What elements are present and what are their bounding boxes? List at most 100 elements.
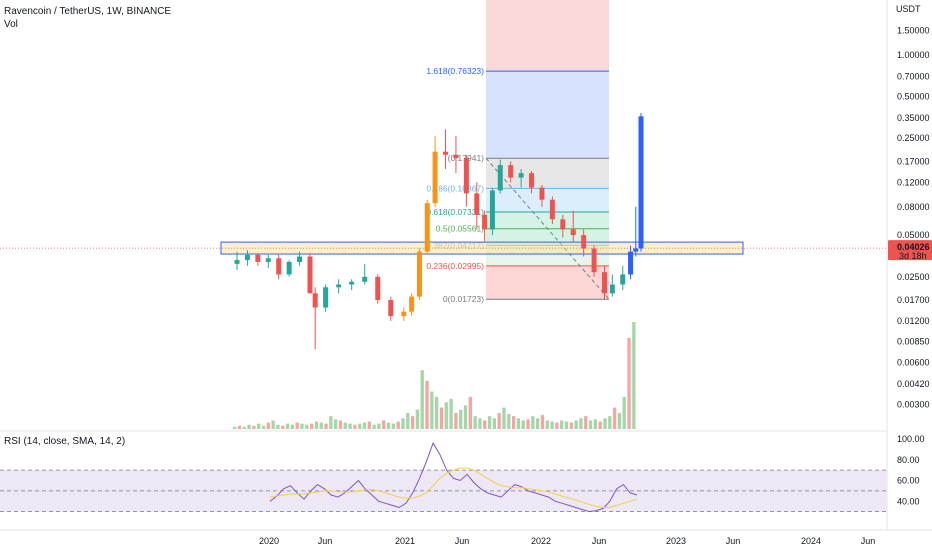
candle-body: [255, 254, 261, 262]
candle-body: [539, 187, 545, 200]
volume-bar: [588, 420, 593, 429]
price-axis-tick: 0.35000: [897, 113, 930, 123]
candle-body: [609, 284, 615, 294]
volume-bar: [468, 396, 472, 429]
price-axis-tick: 0.25000: [897, 133, 930, 143]
candle-body: [474, 193, 480, 215]
volume-bar: [603, 418, 607, 429]
volume-bar: [367, 421, 371, 429]
volume-bar: [612, 407, 617, 429]
volume-bar: [377, 423, 381, 429]
rsi-axis-tick: 100.00: [897, 434, 925, 444]
price-axis-tick: 1.50000: [897, 25, 930, 35]
candle-body: [388, 300, 394, 317]
volume-bar: [593, 419, 598, 429]
volume-bar: [425, 380, 429, 429]
candle-body: [234, 260, 240, 264]
volume-bar: [507, 414, 511, 429]
volume-bar: [410, 416, 415, 429]
volume-bar: [531, 416, 535, 429]
volume-bar: [459, 409, 463, 429]
candle-body: [409, 296, 415, 312]
price-axis-tick: 0.05000: [897, 230, 930, 240]
volume-bar: [574, 420, 578, 429]
time-axis-tick: 2021: [395, 536, 415, 546]
volume-bar: [290, 424, 295, 429]
volume-bar: [449, 399, 453, 429]
volume-bar: [598, 421, 602, 429]
volume-label: Vol: [4, 19, 18, 30]
volume-bar: [348, 423, 352, 429]
volume-bar: [281, 425, 285, 429]
volume-bar: [430, 391, 434, 429]
volume-bar: [372, 424, 376, 429]
price-axis-tick: 0.00300: [897, 399, 930, 409]
candle-body: [265, 258, 271, 262]
volume-bar: [233, 426, 237, 429]
volume-bar: [285, 423, 290, 429]
volume-bar: [252, 425, 256, 429]
volume-bar: [439, 407, 444, 429]
price-axis-tick: 0.02500: [897, 272, 930, 282]
candle-body: [443, 151, 449, 155]
volume-bar: [516, 418, 521, 429]
candle-body: [570, 229, 576, 236]
volume-bar: [300, 423, 304, 429]
volume-bar: [358, 423, 362, 429]
candle-body: [529, 173, 535, 188]
price-axis-tick: 0.50000: [897, 92, 930, 102]
volume-bar: [463, 405, 468, 429]
volume-bar: [309, 423, 314, 429]
volume-bar: [454, 412, 458, 429]
volume-bar: [324, 423, 328, 429]
price-axis-tick: 0.00850: [897, 337, 930, 347]
time-axis-tick: Jun: [455, 536, 470, 546]
price-axis-tick: 0.08000: [897, 202, 930, 212]
candle-body: [432, 151, 438, 204]
volume-bar: [266, 422, 270, 429]
candle-body: [375, 276, 381, 300]
volume-bar: [555, 422, 559, 429]
candle-body: [297, 256, 303, 262]
volume-bar: [396, 421, 400, 429]
fib-level-label: 1.618(0.76323): [426, 66, 484, 76]
volume-bar: [617, 412, 622, 429]
volume-bar: [362, 422, 367, 429]
rsi-axis-tick: 60.00: [897, 476, 920, 486]
volume-bar: [521, 420, 525, 429]
volume-bar: [271, 420, 275, 429]
fib-level-label: 0.786(0.10867): [426, 183, 484, 193]
last-price-value: 0.04026: [897, 242, 930, 252]
fib-level-label: 0(0.01723): [443, 294, 484, 304]
volume-bar: [334, 419, 338, 429]
time-axis-tick: 2022: [531, 536, 551, 546]
volume-bar: [492, 418, 497, 429]
candle-body: [518, 173, 524, 178]
fib-gray-zone: [486, 158, 609, 189]
volume-bar: [382, 420, 386, 429]
fib-level-label: 0.382(0.04217): [426, 240, 484, 250]
time-axis-tick: Jun: [318, 536, 333, 546]
price-axis-tick: 0.70000: [897, 71, 930, 81]
fib-level-label: 0.618(0.07331): [426, 207, 484, 217]
volume-bar: [502, 407, 506, 429]
symbol-title: Ravencoin / TetherUS, 1W, BINANCE: [4, 6, 172, 17]
volume-bar: [444, 402, 448, 429]
fib-trend-line: [485, 157, 610, 300]
price-axis-tick: 0.12000: [897, 177, 930, 187]
volume-bar: [353, 424, 357, 429]
candle-body: [424, 203, 430, 252]
support-zone-box: [220, 241, 744, 255]
volume-bar: [237, 425, 242, 429]
volume-bar: [497, 412, 501, 429]
candle-body: [508, 165, 514, 178]
volume-bar: [386, 422, 391, 429]
volume-bar: [584, 416, 588, 429]
candle-body: [549, 199, 555, 220]
candle-body: [362, 276, 368, 282]
volume-bar: [540, 415, 545, 429]
volume-bar: [257, 423, 261, 429]
price-axis-tick: 0.00420: [897, 379, 930, 389]
